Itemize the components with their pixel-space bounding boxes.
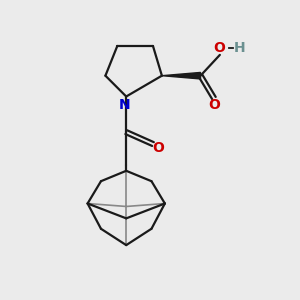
Text: H: H <box>234 41 246 56</box>
Text: O: O <box>208 98 220 112</box>
Polygon shape <box>162 72 200 79</box>
Text: O: O <box>152 141 164 154</box>
Text: O: O <box>213 41 225 56</box>
Text: N: N <box>119 98 130 112</box>
